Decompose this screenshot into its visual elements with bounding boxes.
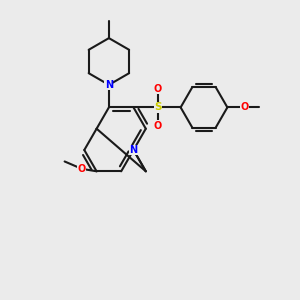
Text: N: N (105, 80, 113, 90)
Text: O: O (241, 102, 249, 112)
Text: O: O (78, 164, 86, 174)
Text: O: O (154, 121, 162, 131)
Text: S: S (154, 102, 162, 112)
Text: O: O (154, 84, 162, 94)
Text: N: N (129, 145, 138, 155)
